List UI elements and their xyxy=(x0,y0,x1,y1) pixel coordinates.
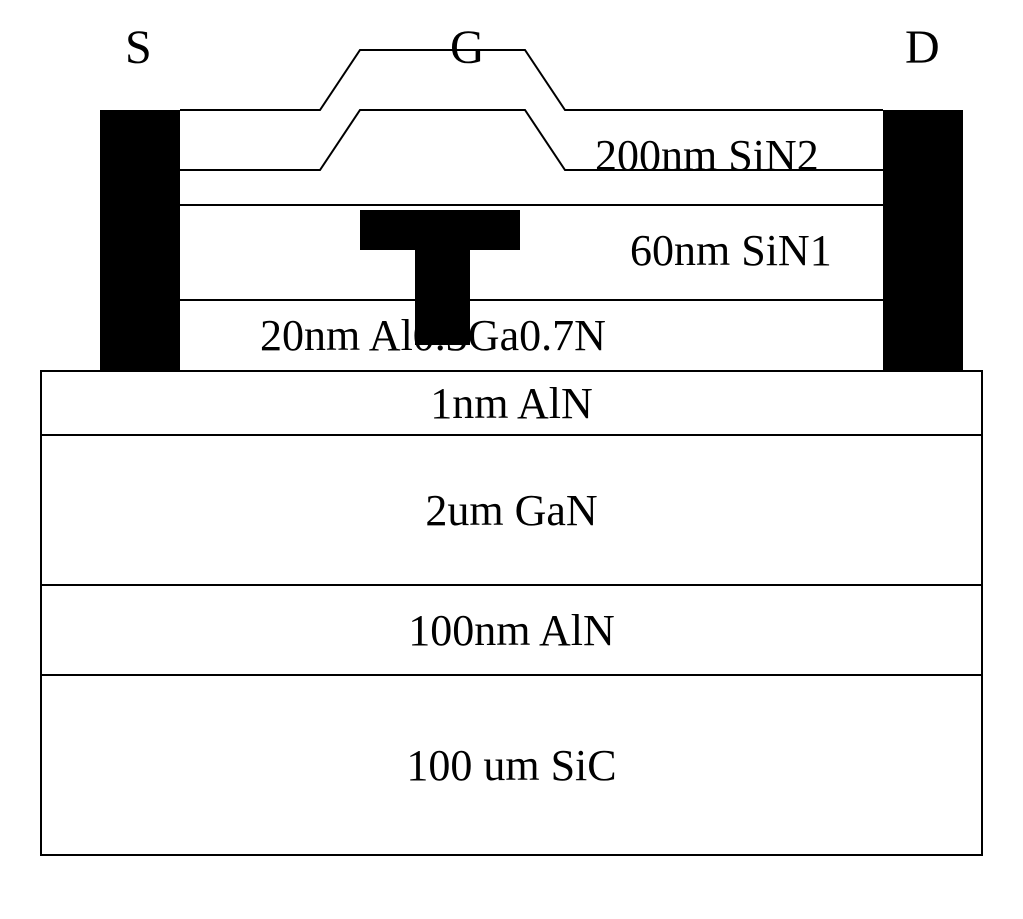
aln-buffer-label: 100nm AlN xyxy=(408,605,615,656)
sic-label: 100 um SiC xyxy=(406,740,616,791)
aln-spacer-label: 1nm AlN xyxy=(430,378,593,429)
source-terminal-label: S xyxy=(125,20,152,75)
gate-stem-electrode xyxy=(415,245,470,345)
substrate-stack: 1nm AlN 2um GaN 100nm AlN 100 um SiC xyxy=(40,370,983,856)
sin2-layer-label: 200nm SiN2 xyxy=(595,130,819,181)
drain-terminal-label: D xyxy=(905,20,940,75)
drain-electrode xyxy=(883,110,963,370)
aln-buffer-layer: 100nm AlN xyxy=(42,584,981,674)
hemt-cross-section-diagram: S G D 200nm SiN2 60nm SiN1 xyxy=(20,20,1003,899)
sic-substrate-layer: 100 um SiC xyxy=(42,674,981,854)
gan-layer: 2um GaN xyxy=(42,434,981,584)
aln-spacer-layer: 1nm AlN xyxy=(42,370,981,434)
algan-sub2: 0.7 xyxy=(519,311,574,360)
source-electrode xyxy=(100,110,180,370)
algan-mid: Ga xyxy=(468,311,519,360)
terminal-labels-row: S G D xyxy=(20,20,1003,90)
algan-suffix: N xyxy=(574,311,606,360)
gate-terminal-label: G xyxy=(450,20,485,75)
sin1-layer-label: 60nm SiN1 xyxy=(630,225,832,276)
algan-prefix: 20nm Al xyxy=(260,311,413,360)
gate-cap-electrode xyxy=(360,210,520,250)
gan-label: 2um GaN xyxy=(425,485,597,536)
